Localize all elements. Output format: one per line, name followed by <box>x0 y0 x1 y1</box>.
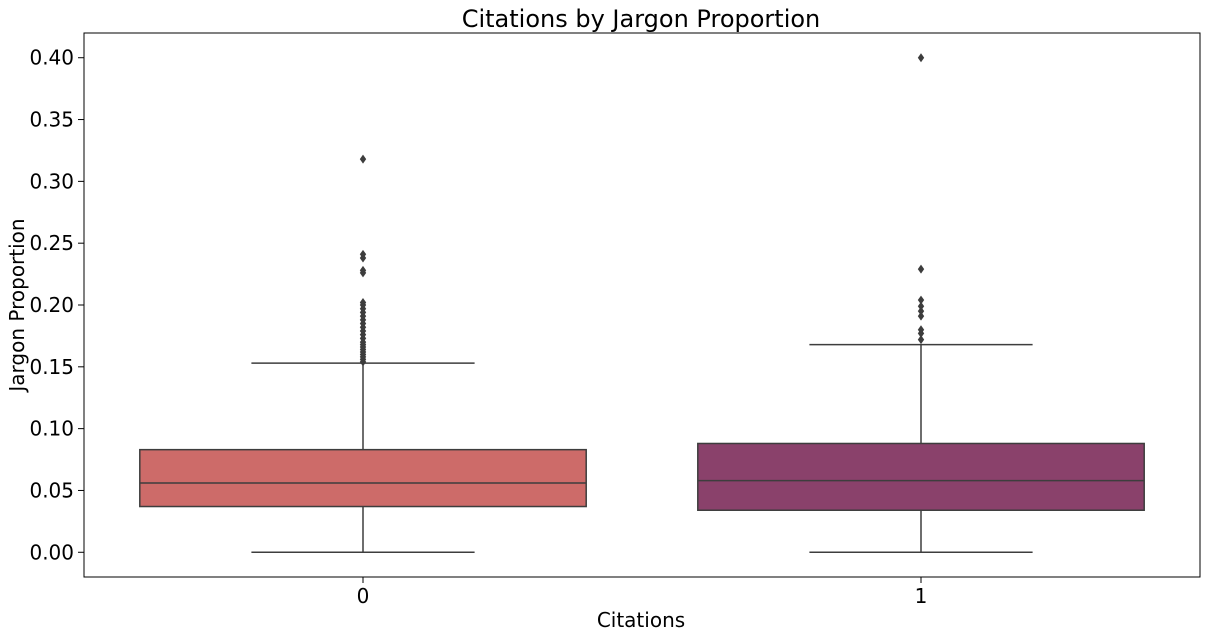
iqr-box-1 <box>697 442 1145 511</box>
outlier-point <box>359 298 367 308</box>
outlier-point <box>917 306 925 316</box>
y-tick-label: 0.15 <box>29 355 74 379</box>
plot-area: 0.00 0.05 0.10 0.15 0.20 0.25 0.30 0.35 0.40 0 1 <box>29 32 1201 608</box>
outlier-point <box>917 325 925 335</box>
outlier-point <box>917 311 925 321</box>
outlier-point <box>917 53 925 63</box>
y-tick-label: 0.10 <box>29 417 74 441</box>
x-tick-label: 1 <box>915 584 928 608</box>
iqr-box-0 <box>139 448 587 508</box>
outlier-point <box>917 295 925 305</box>
outlier-point <box>917 301 925 311</box>
outlier-point <box>359 154 367 164</box>
y-tick-label: 0.25 <box>29 231 74 255</box>
outlier-point <box>359 265 367 275</box>
y-tick-label: 0.00 <box>29 540 74 564</box>
chart-title: Citations by Jargon Proportion <box>462 5 821 33</box>
y-tick-label: 0.30 <box>29 169 74 193</box>
outlier-point <box>917 264 925 274</box>
x-axis-label: Citations <box>597 608 685 632</box>
y-axis-label: Jargon Proportion <box>5 218 29 393</box>
y-tick-label: 0.40 <box>29 46 74 70</box>
outlier-point <box>917 335 925 345</box>
y-tick-label: 0.35 <box>29 108 74 132</box>
outlier-point <box>359 249 367 259</box>
x-tick-label: 0 <box>357 584 370 608</box>
y-tick-label: 0.05 <box>29 478 74 502</box>
y-tick-label: 0.20 <box>29 293 74 317</box>
